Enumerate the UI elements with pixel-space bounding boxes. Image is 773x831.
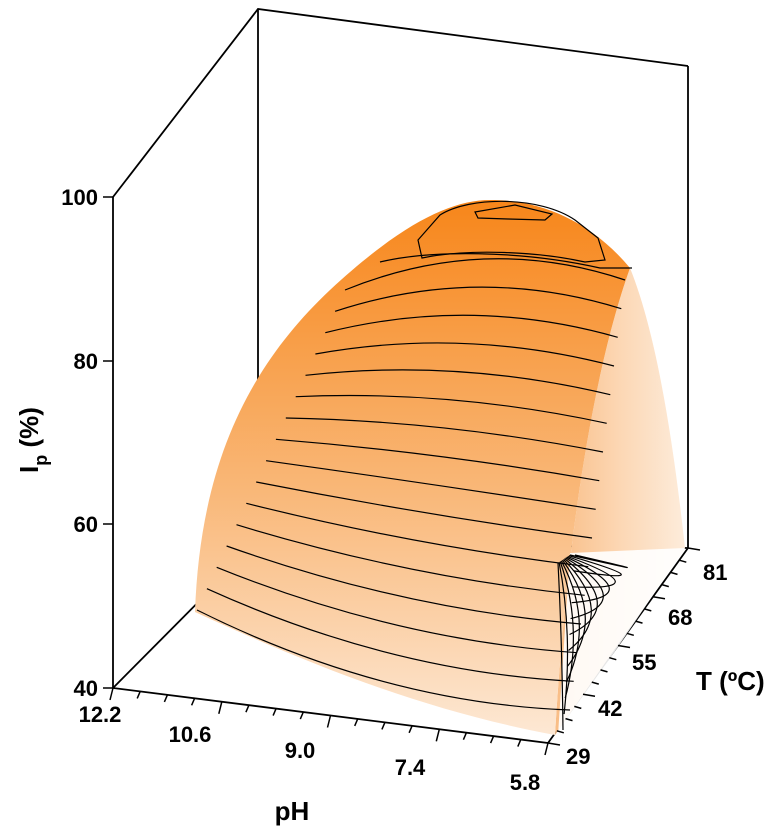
t-tick-mark bbox=[547, 742, 561, 746]
contour-line bbox=[315, 342, 615, 367]
contour-line bbox=[285, 417, 604, 453]
floor-contour-line bbox=[564, 558, 598, 636]
t-tick-mark bbox=[626, 632, 635, 637]
t-tick-mark bbox=[565, 717, 573, 722]
contour-line bbox=[236, 524, 585, 596]
ph-tick-mark bbox=[136, 691, 141, 699]
contour-line bbox=[334, 286, 622, 312]
floor-contour-lines bbox=[557, 554, 628, 731]
contour-line bbox=[226, 545, 582, 625]
floor-contour-line bbox=[557, 562, 564, 731]
ph-tick-label: 7.4 bbox=[395, 755, 426, 780]
ph-tick-mark bbox=[544, 742, 549, 756]
t-tick-mark bbox=[574, 705, 582, 710]
floor-contour-line bbox=[568, 555, 622, 577]
t-tick-mark bbox=[687, 547, 701, 551]
ph-tick-mark bbox=[299, 711, 304, 720]
ph-tick-mark bbox=[381, 722, 386, 730]
ph-tick-mark bbox=[489, 735, 495, 744]
t-tick-mark bbox=[635, 620, 643, 624]
ph-tick-mark bbox=[408, 725, 413, 734]
ph-tick-mark bbox=[272, 708, 277, 716]
t-tick-mark bbox=[661, 583, 670, 588]
contour-line bbox=[275, 438, 600, 482]
t-tick-mark bbox=[644, 608, 652, 612]
response-surface bbox=[195, 200, 685, 735]
floor-contour-line bbox=[561, 559, 586, 667]
z-axis-title-unit: (%) bbox=[14, 407, 44, 455]
ph-tick-mark bbox=[326, 715, 332, 728]
floor-contour-line bbox=[565, 557, 604, 620]
contour-line bbox=[295, 394, 607, 424]
contour-line bbox=[305, 369, 611, 396]
z-axis: 100 80 60 40 Ip (%) bbox=[14, 185, 113, 701]
ph-tick-mark bbox=[190, 698, 196, 706]
ph-tick-label: 10.6 bbox=[169, 722, 212, 747]
contour-line bbox=[344, 258, 626, 291]
ph-tick-mark bbox=[354, 718, 359, 727]
t-axis: 81 68 55 42 29 T (ºC) bbox=[547, 547, 765, 769]
floor-contour-line bbox=[558, 562, 569, 715]
ph-tick-label: 12.2 bbox=[79, 702, 122, 727]
floor-contour-line bbox=[566, 556, 610, 604]
t-tick-mark bbox=[609, 656, 617, 661]
ph-tick-mark bbox=[109, 687, 114, 701]
t-tick-mark bbox=[556, 730, 565, 734]
contour-line bbox=[266, 460, 596, 510]
t-tick-mark bbox=[679, 559, 687, 563]
t-tick-mark bbox=[617, 644, 631, 649]
contour-line bbox=[246, 502, 589, 568]
ph-axis: 12.2 10.6 9.0 7.4 5.8 pH bbox=[79, 687, 549, 826]
ph-tick-mark bbox=[517, 739, 522, 747]
surface-front-face bbox=[195, 200, 630, 735]
z-axis-title-sub: p bbox=[31, 455, 51, 466]
ph-tick-label: 5.8 bbox=[510, 770, 541, 795]
z-tick-label: 40 bbox=[74, 676, 98, 701]
ph-tick-mark bbox=[435, 729, 441, 742]
t-tick-label: 68 bbox=[668, 605, 692, 630]
ph-axis-title: pH bbox=[275, 796, 310, 826]
t-axis-title: T (ºC) bbox=[696, 666, 765, 696]
floor-contour-line bbox=[559, 561, 574, 699]
t-tick-mark bbox=[652, 596, 666, 600]
contour-lines bbox=[196, 200, 632, 711]
base-floor-contours bbox=[558, 548, 685, 735]
t-tick-mark bbox=[670, 571, 678, 576]
contour-line bbox=[256, 481, 593, 539]
contour-line bbox=[474, 204, 554, 221]
contour-line bbox=[206, 588, 574, 682]
ph-tick-mark bbox=[245, 704, 250, 713]
floor-contour-line bbox=[567, 555, 616, 588]
ph-tick-mark bbox=[218, 701, 223, 714]
t-tick-label: 42 bbox=[598, 696, 622, 721]
z-tick-label: 100 bbox=[61, 185, 98, 210]
t-tick-mark bbox=[600, 669, 608, 673]
ph-tick-label: 9.0 bbox=[285, 738, 316, 763]
t-tick-label: 29 bbox=[566, 744, 590, 769]
t-tick-label: 55 bbox=[632, 650, 656, 675]
floor-contour-line bbox=[569, 554, 628, 569]
z-axis-title-main: I bbox=[14, 466, 44, 473]
contour-line bbox=[379, 253, 632, 269]
floor-contour-line bbox=[563, 558, 592, 651]
contour-line bbox=[325, 314, 618, 338]
ph-tick-mark bbox=[462, 732, 468, 740]
z-axis-title: Ip (%) bbox=[14, 407, 51, 473]
z-tick-label: 60 bbox=[74, 512, 98, 537]
t-tick-mark bbox=[591, 681, 600, 685]
contour-line bbox=[216, 566, 578, 654]
z-tick-label: 80 bbox=[74, 349, 98, 374]
contour-line bbox=[196, 609, 571, 711]
t-tick-mark bbox=[582, 693, 596, 698]
t-tick-label: 81 bbox=[703, 560, 727, 585]
ph-tick-mark bbox=[163, 694, 169, 703]
